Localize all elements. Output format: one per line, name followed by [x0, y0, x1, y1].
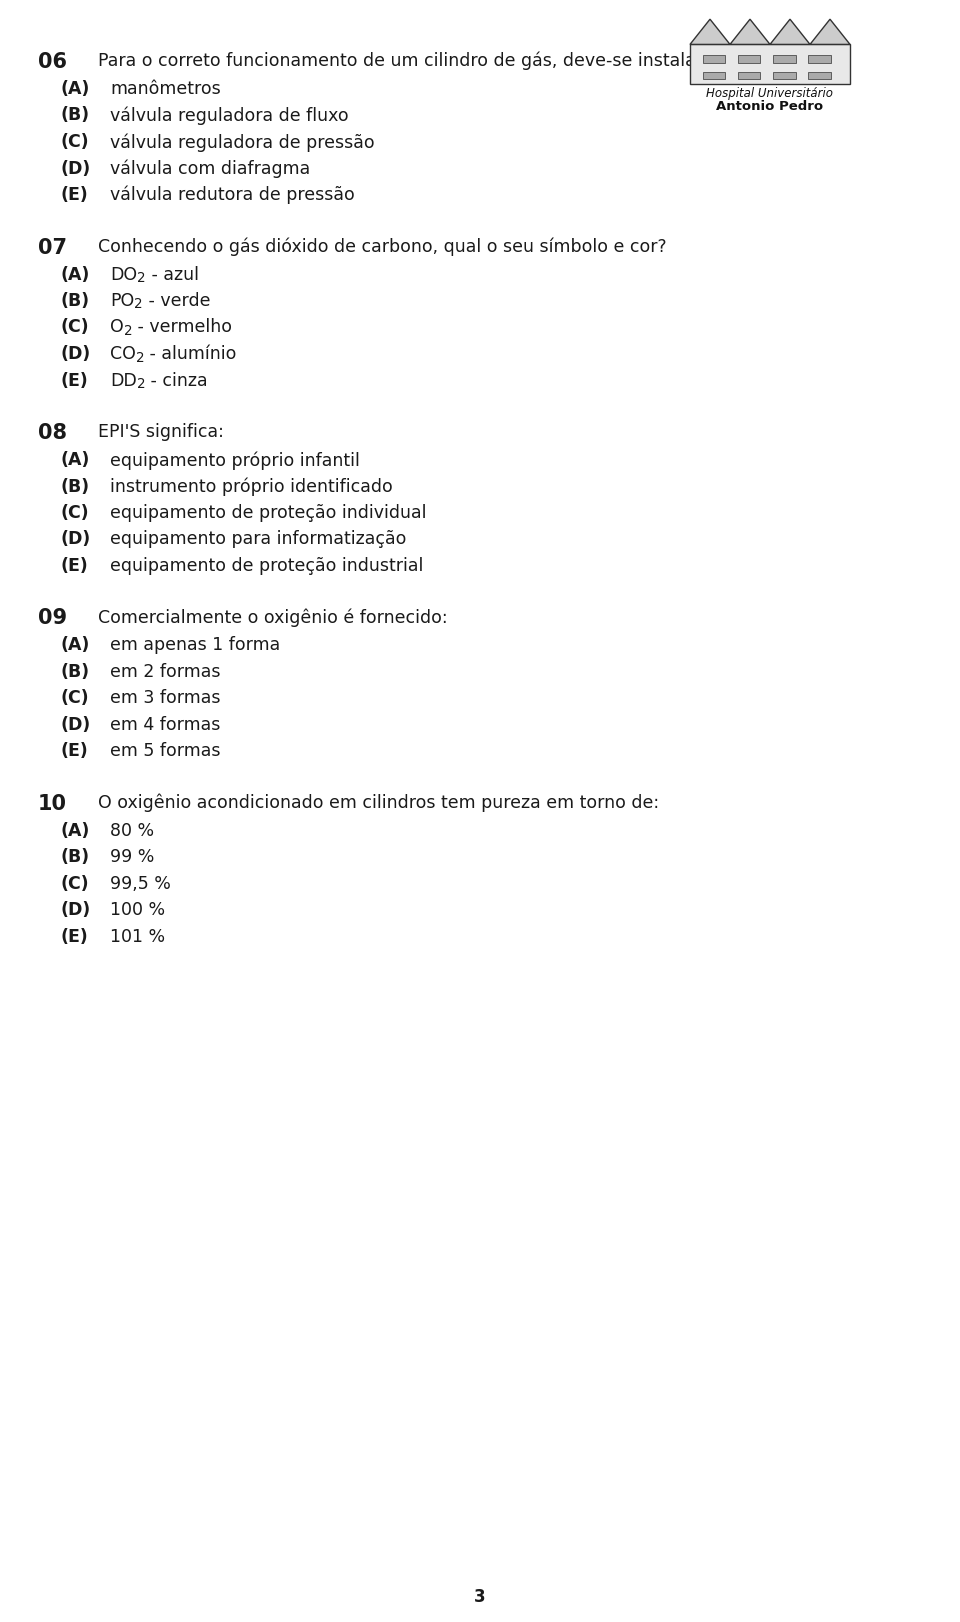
Text: - alumínio: - alumínio — [145, 345, 237, 363]
Text: (D): (D) — [60, 902, 90, 920]
Text: 08: 08 — [38, 423, 67, 443]
Text: DD: DD — [110, 371, 136, 389]
Text: (E): (E) — [60, 371, 87, 389]
Text: (D): (D) — [60, 715, 90, 735]
Text: 99 %: 99 % — [110, 848, 155, 866]
Polygon shape — [810, 19, 850, 44]
Text: Comercialmente o oxigênio é fornecido:: Comercialmente o oxigênio é fornecido: — [98, 608, 447, 628]
Text: (D): (D) — [60, 345, 90, 363]
Text: Antonio Pedro: Antonio Pedro — [716, 101, 824, 114]
Bar — [703, 55, 725, 63]
Bar — [773, 71, 796, 79]
Text: (C): (C) — [60, 133, 88, 151]
Text: 99,5 %: 99,5 % — [110, 874, 171, 894]
Text: equipamento para informatização: equipamento para informatização — [110, 530, 406, 548]
Text: (B): (B) — [60, 848, 89, 866]
Polygon shape — [770, 19, 810, 44]
Text: - vermelho: - vermelho — [132, 318, 232, 336]
Text: 07: 07 — [38, 237, 67, 258]
Text: (C): (C) — [60, 874, 88, 894]
Text: (E): (E) — [60, 928, 87, 946]
Text: instrumento próprio identificado: instrumento próprio identificado — [110, 477, 393, 496]
Text: válvula com diafragma: válvula com diafragma — [110, 159, 310, 178]
Text: EPI'S significa:: EPI'S significa: — [98, 423, 224, 441]
Text: 09: 09 — [38, 608, 67, 628]
Text: manômetros: manômetros — [110, 79, 221, 97]
Text: em 5 formas: em 5 formas — [110, 743, 221, 761]
Text: válvula redutora de pressão: válvula redutora de pressão — [110, 187, 355, 204]
Text: (C): (C) — [60, 504, 88, 522]
Text: (A): (A) — [60, 636, 89, 655]
Bar — [703, 71, 725, 79]
Text: (A): (A) — [60, 822, 89, 840]
Text: 80 %: 80 % — [110, 822, 155, 840]
Text: 101 %: 101 % — [110, 928, 165, 946]
Bar — [738, 55, 760, 63]
Text: em 4 formas: em 4 formas — [110, 715, 221, 735]
Text: válvula reguladora de pressão: válvula reguladora de pressão — [110, 133, 374, 151]
Text: (D): (D) — [60, 159, 90, 177]
Text: - verde: - verde — [143, 292, 210, 310]
Text: Para o correto funcionamento de um cilindro de gás, deve-se instalar:: Para o correto funcionamento de um cilin… — [98, 52, 708, 70]
Text: (E): (E) — [60, 556, 87, 576]
Bar — [773, 55, 796, 63]
Text: 2: 2 — [136, 376, 145, 391]
Text: (C): (C) — [60, 689, 88, 707]
Text: 2: 2 — [134, 297, 143, 311]
Text: Hospital Universitário: Hospital Universitário — [707, 88, 833, 101]
Bar — [690, 44, 850, 84]
Text: 06: 06 — [38, 52, 67, 71]
Polygon shape — [730, 19, 770, 44]
Text: (B): (B) — [60, 292, 89, 310]
Text: 2: 2 — [136, 350, 145, 365]
Text: - cinza: - cinza — [145, 371, 208, 389]
Text: (E): (E) — [60, 743, 87, 761]
Text: equipamento próprio infantil: equipamento próprio infantil — [110, 451, 360, 469]
Text: em 3 formas: em 3 formas — [110, 689, 221, 707]
Text: (B): (B) — [60, 107, 89, 125]
Text: (B): (B) — [60, 663, 89, 681]
Bar — [738, 71, 760, 79]
Text: O oxigênio acondicionado em cilindros tem pureza em torno de:: O oxigênio acondicionado em cilindros te… — [98, 795, 660, 813]
Text: (C): (C) — [60, 318, 88, 336]
Text: 2: 2 — [124, 324, 132, 337]
Text: válvula reguladora de fluxo: válvula reguladora de fluxo — [110, 107, 348, 125]
Text: Conhecendo o gás dióxido de carbono, qual o seu símbolo e cor?: Conhecendo o gás dióxido de carbono, qua… — [98, 237, 666, 256]
Bar — [808, 71, 830, 79]
Polygon shape — [690, 19, 730, 44]
Text: equipamento de proteção industrial: equipamento de proteção industrial — [110, 556, 423, 576]
Text: O: O — [110, 318, 124, 336]
Text: DO: DO — [110, 266, 137, 284]
Text: (E): (E) — [60, 187, 87, 204]
Text: 3: 3 — [474, 1588, 486, 1606]
Text: em apenas 1 forma: em apenas 1 forma — [110, 636, 280, 655]
Text: PO: PO — [110, 292, 134, 310]
Bar — [808, 55, 830, 63]
Text: (D): (D) — [60, 530, 90, 548]
Text: (A): (A) — [60, 266, 89, 284]
Text: em 2 formas: em 2 formas — [110, 663, 221, 681]
Text: 10: 10 — [38, 795, 67, 814]
Text: - azul: - azul — [146, 266, 199, 284]
Text: 2: 2 — [137, 271, 146, 285]
Text: 100 %: 100 % — [110, 902, 165, 920]
Text: CO: CO — [110, 345, 136, 363]
Text: (A): (A) — [60, 79, 89, 97]
Text: (B): (B) — [60, 477, 89, 495]
Text: (A): (A) — [60, 451, 89, 469]
Text: equipamento de proteção individual: equipamento de proteção individual — [110, 504, 426, 522]
